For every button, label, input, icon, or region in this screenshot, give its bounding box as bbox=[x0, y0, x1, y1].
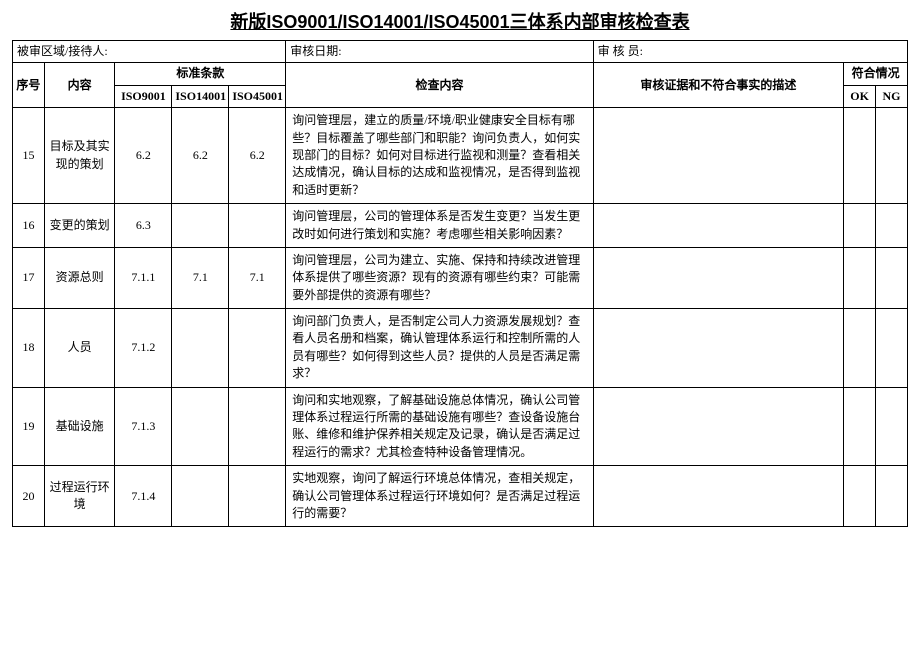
ok-cell bbox=[844, 108, 876, 204]
iso45001-cell bbox=[229, 466, 286, 527]
content-cell: 过程运行环境 bbox=[44, 466, 115, 527]
content-cell: 人员 bbox=[44, 309, 115, 388]
ng-cell bbox=[876, 204, 908, 248]
col-content: 内容 bbox=[44, 63, 115, 108]
evidence-cell bbox=[593, 309, 844, 388]
ok-cell bbox=[844, 387, 876, 466]
col-seq: 序号 bbox=[13, 63, 45, 108]
col-iso45001: ISO45001 bbox=[229, 85, 286, 107]
audited-area-cell: 被审区域/接待人: bbox=[13, 41, 286, 63]
table-row: 16变更的策划6.3 询问管理层，公司的管理体系是否发生变更？当发生更改时如何进行… bbox=[13, 204, 908, 248]
iso9001-cell: 6.3 bbox=[115, 204, 172, 248]
check-cell: 询问管理层，公司的管理体系是否发生变更？当发生更改时如何进行策划和实施？考虑哪些… bbox=[286, 204, 593, 248]
col-conformance: 符合情况 bbox=[844, 63, 908, 85]
ng-cell bbox=[876, 309, 908, 388]
ng-cell bbox=[876, 466, 908, 527]
iso45001-cell: 6.2 bbox=[229, 108, 286, 204]
iso9001-cell: 7.1.1 bbox=[115, 247, 172, 308]
table-row: 18人员7.1.2 询问部门负责人，是否制定公司人力资源发展规划？查看人员名册和档… bbox=[13, 309, 908, 388]
table-row: 19基础设施7.1.3 询问和实地观察，了解基础设施总体情况，确认公司管理体系过程… bbox=[13, 387, 908, 466]
column-header-row-1: 序号 内容 标准条款 检查内容 审核证据和不符合事实的描述 符合情况 bbox=[13, 63, 908, 85]
auditor-cell: 审 核 员: bbox=[593, 41, 907, 63]
iso14001-cell: 7.1 bbox=[172, 247, 229, 308]
iso14001-cell bbox=[172, 466, 229, 527]
seq-cell: 17 bbox=[13, 247, 45, 308]
col-standards: 标准条款 bbox=[115, 63, 286, 85]
iso45001-cell bbox=[229, 204, 286, 248]
check-cell: 询问管理层，建立的质量/环境/职业健康安全目标有哪些？目标覆盖了哪些部门和职能？… bbox=[286, 108, 593, 204]
evidence-cell bbox=[593, 387, 844, 466]
col-iso9001: ISO9001 bbox=[115, 85, 172, 107]
col-ng: NG bbox=[876, 85, 908, 107]
ok-cell bbox=[844, 247, 876, 308]
ok-cell bbox=[844, 466, 876, 527]
ok-cell bbox=[844, 309, 876, 388]
content-cell: 变更的策划 bbox=[44, 204, 115, 248]
check-cell: 询问和实地观察，了解基础设施总体情况，确认公司管理体系过程运行所需的基础设施有哪… bbox=[286, 387, 593, 466]
seq-cell: 15 bbox=[13, 108, 45, 204]
check-cell: 询问部门负责人，是否制定公司人力资源发展规划？查看人员名册和档案，确认管理体系运… bbox=[286, 309, 593, 388]
evidence-cell bbox=[593, 204, 844, 248]
ng-cell bbox=[876, 108, 908, 204]
evidence-cell bbox=[593, 108, 844, 204]
iso14001-cell bbox=[172, 309, 229, 388]
check-cell: 询问管理层，公司为建立、实施、保持和持续改进管理体系提供了哪些资源？现有的资源有… bbox=[286, 247, 593, 308]
content-cell: 基础设施 bbox=[44, 387, 115, 466]
seq-cell: 18 bbox=[13, 309, 45, 388]
seq-cell: 19 bbox=[13, 387, 45, 466]
table-row: 17资源总则7.1.17.17.1询问管理层，公司为建立、实施、保持和持续改进管… bbox=[13, 247, 908, 308]
content-cell: 资源总则 bbox=[44, 247, 115, 308]
seq-cell: 20 bbox=[13, 466, 45, 527]
iso14001-cell: 6.2 bbox=[172, 108, 229, 204]
table-body: 15目标及其实现的策划6.26.26.2询问管理层，建立的质量/环境/职业健康安… bbox=[13, 108, 908, 527]
col-evidence: 审核证据和不符合事实的描述 bbox=[593, 63, 844, 108]
ng-cell bbox=[876, 247, 908, 308]
header-info-row: 被审区域/接待人: 审核日期: 审 核 员: bbox=[13, 41, 908, 63]
table-row: 15目标及其实现的策划6.26.26.2询问管理层，建立的质量/环境/职业健康安… bbox=[13, 108, 908, 204]
audit-checklist-table: 被审区域/接待人: 审核日期: 审 核 员: 序号 内容 标准条款 检查内容 审… bbox=[12, 40, 908, 527]
check-cell: 实地观察，询问了解运行环境总体情况，查相关规定，确认公司管理体系过程运行环境如何… bbox=[286, 466, 593, 527]
ng-cell bbox=[876, 387, 908, 466]
col-ok: OK bbox=[844, 85, 876, 107]
iso45001-cell: 7.1 bbox=[229, 247, 286, 308]
iso14001-cell bbox=[172, 204, 229, 248]
col-check-content: 检查内容 bbox=[286, 63, 593, 108]
ok-cell bbox=[844, 204, 876, 248]
evidence-cell bbox=[593, 466, 844, 527]
iso9001-cell: 7.1.2 bbox=[115, 309, 172, 388]
iso9001-cell: 7.1.3 bbox=[115, 387, 172, 466]
document-title: 新版ISO9001/ISO14001/ISO45001三体系内部审核检查表 bbox=[12, 8, 908, 40]
col-iso14001: ISO14001 bbox=[172, 85, 229, 107]
audit-date-cell: 审核日期: bbox=[286, 41, 593, 63]
iso9001-cell: 7.1.4 bbox=[115, 466, 172, 527]
iso9001-cell: 6.2 bbox=[115, 108, 172, 204]
evidence-cell bbox=[593, 247, 844, 308]
seq-cell: 16 bbox=[13, 204, 45, 248]
table-row: 20过程运行环境7.1.4 实地观察，询问了解运行环境总体情况，查相关规定，确认公… bbox=[13, 466, 908, 527]
content-cell: 目标及其实现的策划 bbox=[44, 108, 115, 204]
iso45001-cell bbox=[229, 309, 286, 388]
iso14001-cell bbox=[172, 387, 229, 466]
iso45001-cell bbox=[229, 387, 286, 466]
